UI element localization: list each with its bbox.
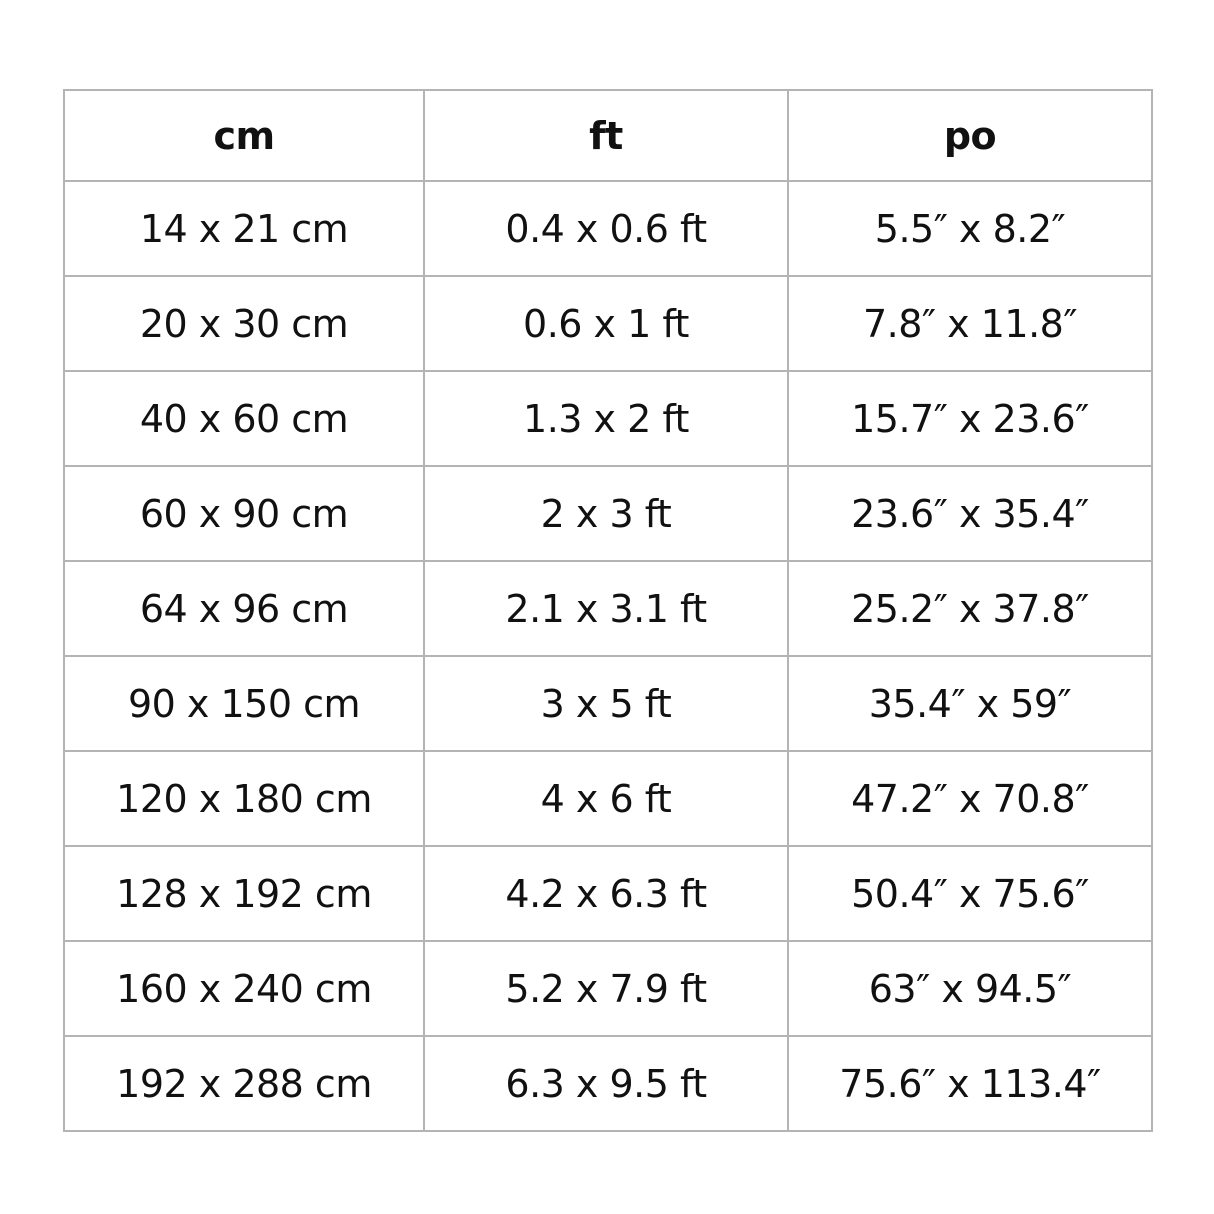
- table-row: 192 x 288 cm 6.3 x 9.5 ft 75.6″ x 113.4″: [63, 1035, 1153, 1132]
- table-row: 160 x 240 cm 5.2 x 7.9 ft 63″ x 94.5″: [63, 940, 1153, 1037]
- cell-ft: 0.6 x 1 ft: [423, 275, 789, 372]
- table-row: 120 x 180 cm 4 x 6 ft 47.2″ x 70.8″: [63, 750, 1153, 847]
- cell-po: 75.6″ x 113.4″: [787, 1035, 1153, 1132]
- cell-ft: 6.3 x 9.5 ft: [423, 1035, 789, 1132]
- cell-cm: 128 x 192 cm: [63, 845, 425, 942]
- cell-ft: 2.1 x 3.1 ft: [423, 560, 789, 657]
- cell-po: 23.6″ x 35.4″: [787, 465, 1153, 562]
- cell-po: 47.2″ x 70.8″: [787, 750, 1153, 847]
- cell-po: 25.2″ x 37.8″: [787, 560, 1153, 657]
- cell-po: 15.7″ x 23.6″: [787, 370, 1153, 467]
- cell-cm: 120 x 180 cm: [63, 750, 425, 847]
- cell-cm: 90 x 150 cm: [63, 655, 425, 752]
- cell-cm: 60 x 90 cm: [63, 465, 425, 562]
- table-row: 64 x 96 cm 2.1 x 3.1 ft 25.2″ x 37.8″: [63, 560, 1153, 657]
- cell-cm: 64 x 96 cm: [63, 560, 425, 657]
- cell-cm: 160 x 240 cm: [63, 940, 425, 1037]
- cell-ft: 4 x 6 ft: [423, 750, 789, 847]
- cell-ft: 3 x 5 ft: [423, 655, 789, 752]
- size-conversion-table: cm ft po 14 x 21 cm 0.4 x 0.6 ft 5.5″ x 8.…: [63, 89, 1153, 1132]
- header-cm: cm: [63, 89, 425, 182]
- cell-cm: 40 x 60 cm: [63, 370, 425, 467]
- cell-po: 63″ x 94.5″: [787, 940, 1153, 1037]
- cell-cm: 14 x 21 cm: [63, 180, 425, 277]
- cell-ft: 5.2 x 7.9 ft: [423, 940, 789, 1037]
- header-po: po: [787, 89, 1153, 182]
- cell-ft: 1.3 x 2 ft: [423, 370, 789, 467]
- cell-ft: 2 x 3 ft: [423, 465, 789, 562]
- cell-ft: 0.4 x 0.6 ft: [423, 180, 789, 277]
- cell-po: 7.8″ x 11.8″: [787, 275, 1153, 372]
- table-row: 20 x 30 cm 0.6 x 1 ft 7.8″ x 11.8″: [63, 275, 1153, 372]
- table-row: 128 x 192 cm 4.2 x 6.3 ft 50.4″ x 75.6″: [63, 845, 1153, 942]
- table-row: 60 x 90 cm 2 x 3 ft 23.6″ x 35.4″: [63, 465, 1153, 562]
- cell-cm: 192 x 288 cm: [63, 1035, 425, 1132]
- cell-po: 50.4″ x 75.6″: [787, 845, 1153, 942]
- cell-ft: 4.2 x 6.3 ft: [423, 845, 789, 942]
- header-ft: ft: [423, 89, 789, 182]
- table-row: 90 x 150 cm 3 x 5 ft 35.4″ x 59″: [63, 655, 1153, 752]
- cell-cm: 20 x 30 cm: [63, 275, 425, 372]
- cell-po: 5.5″ x 8.2″: [787, 180, 1153, 277]
- header-row: cm ft po: [63, 89, 1153, 182]
- table-row: 14 x 21 cm 0.4 x 0.6 ft 5.5″ x 8.2″: [63, 180, 1153, 277]
- table-row: 40 x 60 cm 1.3 x 2 ft 15.7″ x 23.6″: [63, 370, 1153, 467]
- cell-po: 35.4″ x 59″: [787, 655, 1153, 752]
